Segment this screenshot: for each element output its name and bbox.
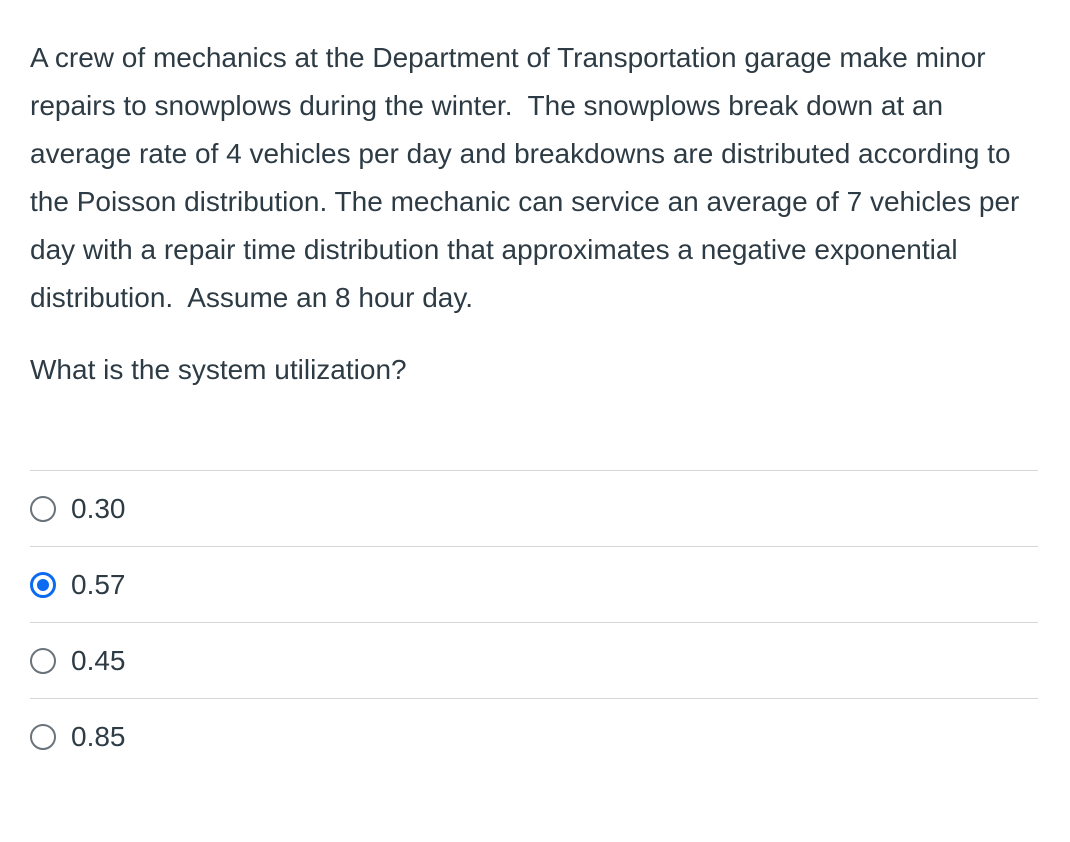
option-row-3[interactable]: 0.45 [30,622,1038,698]
option-row-1[interactable]: 0.30 [30,470,1038,546]
option-label: 0.57 [71,568,126,600]
radio-button-unselected-icon[interactable] [30,723,56,750]
option-label: 0.45 [71,644,126,676]
question-area: A crew of mechanics at the Department of… [0,0,1070,394]
option-row-2[interactable]: 0.57 [30,546,1038,622]
question-text-body: A crew of mechanics at the Department of… [30,42,1028,313]
radio-button-unselected-icon[interactable] [30,495,56,522]
radio-button-selected-icon[interactable] [30,571,56,598]
option-row-4[interactable]: 0.85 [30,698,1038,774]
radio-button-unselected-icon[interactable] [30,647,56,674]
question-text-prompt: What is the system utilization? [30,354,407,385]
option-label: 0.30 [71,492,126,524]
answer-options-list: 0.30 0.57 0.45 0.85 [0,470,1068,774]
radio-dot-icon [37,578,49,591]
option-label: 0.85 [71,720,126,752]
